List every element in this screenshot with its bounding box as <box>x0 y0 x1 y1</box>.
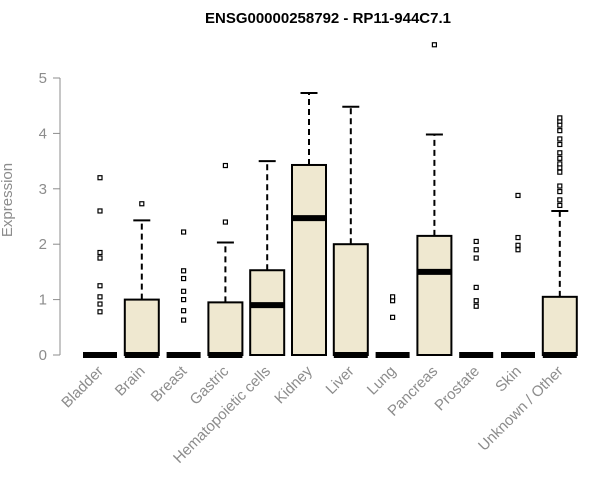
outlier-point <box>515 234 521 241</box>
outlier-point <box>557 161 563 167</box>
y-tick-label: 4 <box>39 125 47 142</box>
box-group <box>249 160 286 357</box>
outlier-point <box>97 283 103 289</box>
outlier-point <box>181 229 187 235</box>
outlier-point <box>473 298 479 304</box>
y-axis: 0 1 2 3 4 5 <box>39 70 61 364</box>
x-tick-label: Skin <box>492 363 525 396</box>
box-group <box>375 294 410 358</box>
outlier-point <box>97 249 103 256</box>
outlier-point <box>97 208 103 214</box>
x-tick-label: Brain <box>112 363 149 400</box>
box-group <box>166 229 201 358</box>
outlier-point <box>557 155 563 161</box>
outlier-point <box>97 309 103 315</box>
outlier-point <box>557 197 563 203</box>
box-group <box>332 105 369 358</box>
box-rect <box>541 295 578 356</box>
y-axis-label: Expression <box>0 163 16 237</box>
outlier-point <box>515 247 521 253</box>
outlier-point <box>181 275 187 282</box>
box-group <box>501 192 535 358</box>
box-group <box>123 201 160 358</box>
box-group <box>291 91 327 356</box>
outlier-point <box>97 255 103 261</box>
x-tick-label: Kidney <box>271 362 316 407</box>
outlier-point <box>390 294 396 300</box>
box-rect <box>291 163 327 356</box>
outlier-point <box>557 188 563 195</box>
outlier-point <box>557 141 563 148</box>
outlier-point <box>181 297 187 303</box>
y-tick-label: 3 <box>39 181 47 198</box>
outlier-point <box>181 308 187 314</box>
outlier-point <box>557 115 563 121</box>
x-tick-label: Breast <box>148 362 191 405</box>
x-tick-label: Liver <box>323 363 358 398</box>
outlier-point <box>473 284 479 291</box>
outlier-point <box>222 219 228 225</box>
y-tick-label: 1 <box>39 292 47 309</box>
outlier-point <box>557 183 563 189</box>
outlier-point <box>557 136 563 142</box>
outlier-point <box>390 314 396 320</box>
chart-title: ENSG00000258792 - RP11-944C7.1 <box>205 10 451 27</box>
box-rect <box>123 298 160 357</box>
outlier-point <box>97 301 103 307</box>
outlier-point <box>181 317 187 323</box>
outlier-point <box>139 201 145 207</box>
outlier-point <box>181 288 187 294</box>
outlier-point <box>473 255 479 261</box>
box-rect <box>249 269 286 357</box>
y-tick-label: 5 <box>39 70 47 87</box>
outlier-point <box>515 242 521 248</box>
box-rect <box>207 301 244 356</box>
box-rect <box>416 234 453 356</box>
outlier-point <box>222 162 228 169</box>
outlier-point <box>557 150 563 156</box>
outlier-point <box>515 192 521 199</box>
outlier-point <box>557 169 563 175</box>
outlier-point <box>557 128 563 134</box>
outlier-point <box>473 238 479 245</box>
y-tick-label: 2 <box>39 236 47 253</box>
outlier-point <box>431 42 437 48</box>
outlier-point <box>557 202 563 209</box>
box-group <box>83 175 117 358</box>
box-rect <box>332 243 369 356</box>
outlier-point <box>473 247 479 253</box>
outlier-point <box>97 175 103 181</box>
box-group <box>541 115 578 358</box>
outlier-point <box>97 294 103 300</box>
outlier-point <box>473 303 479 309</box>
box-group <box>207 162 244 358</box>
box-group <box>459 238 494 358</box>
x-tick-label: Lung <box>364 363 400 399</box>
outlier-point <box>181 268 187 274</box>
x-tick-label: Prostate <box>431 363 483 415</box>
box-group <box>416 42 453 356</box>
x-tick-label: Bladder <box>58 363 107 412</box>
boxes-layer <box>83 42 578 358</box>
y-tick-label: 0 <box>39 347 47 364</box>
